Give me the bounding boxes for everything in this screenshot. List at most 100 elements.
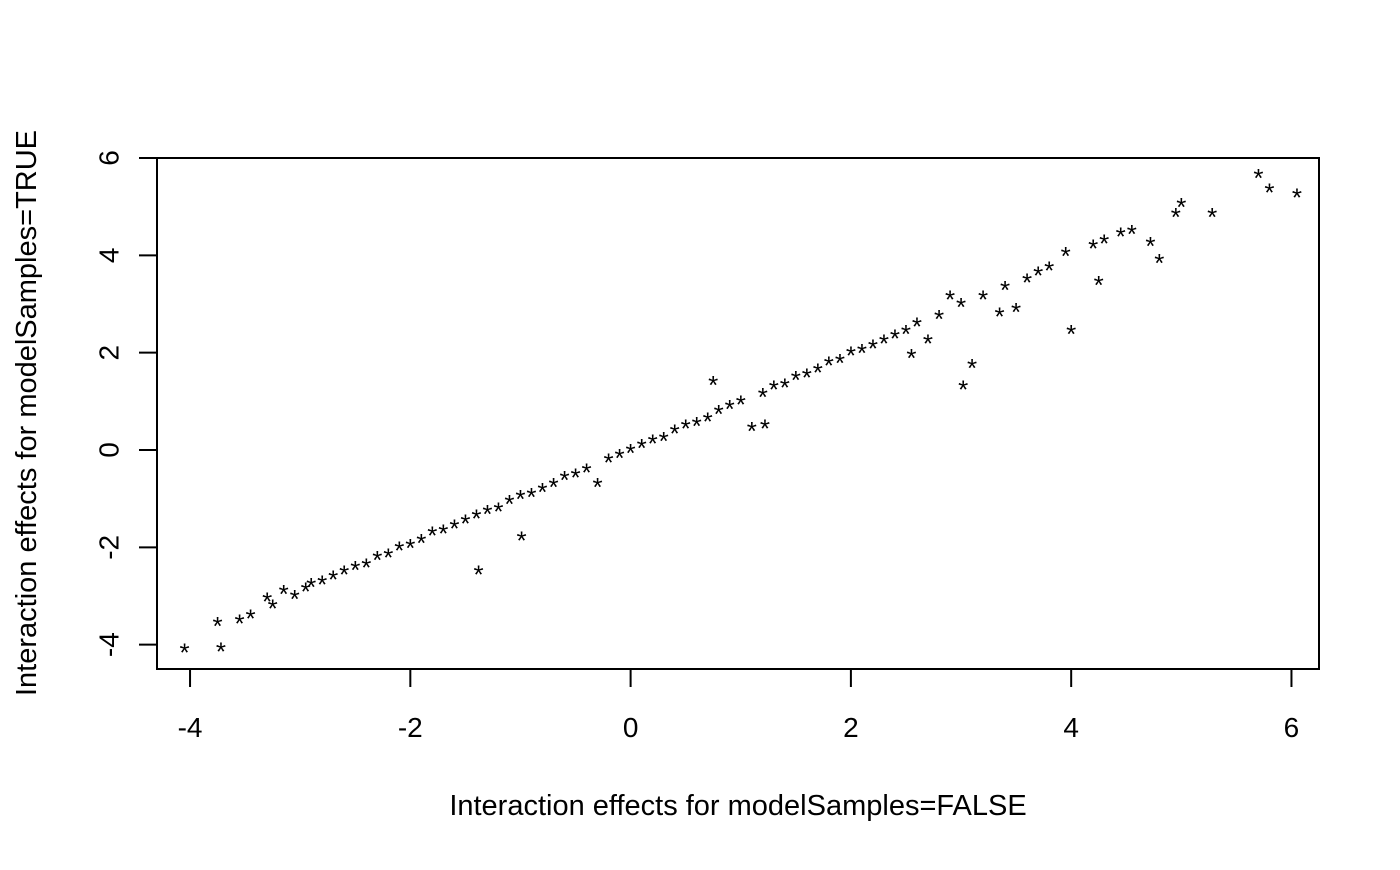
data-point: * <box>1176 192 1186 222</box>
data-point: * <box>290 584 300 614</box>
data-point: * <box>813 358 823 388</box>
data-point: * <box>835 348 845 378</box>
data-point: * <box>1264 178 1274 208</box>
data-point: * <box>978 285 988 315</box>
data-point: * <box>906 343 916 373</box>
data-point: * <box>593 472 603 502</box>
data-point: * <box>802 363 812 393</box>
data-point: * <box>570 462 580 492</box>
data-point: * <box>736 389 746 419</box>
data-point: * <box>725 394 735 424</box>
data-point: * <box>934 304 944 334</box>
data-point: * <box>637 433 647 463</box>
data-point: * <box>493 496 503 526</box>
data-point: * <box>449 513 459 543</box>
data-point: * <box>474 560 484 590</box>
x-tick-label: 4 <box>1063 712 1079 743</box>
data-point: * <box>714 399 724 429</box>
data-point: * <box>350 555 360 585</box>
data-point: * <box>780 372 790 402</box>
data-points: **** *** * * ** * * * * * * * * * * * * * * *** * * *** * * * * * **… <box>179 163 1302 668</box>
data-point: * <box>1099 229 1109 259</box>
data-point: * <box>945 285 955 315</box>
y-tick-label: 2 <box>94 345 125 361</box>
data-point: * <box>846 341 856 371</box>
data-point: * <box>405 533 415 563</box>
y-tick-label: -2 <box>94 535 125 560</box>
data-point: * <box>868 333 878 363</box>
y-tick-label: -4 <box>94 632 125 657</box>
data-point: * <box>967 353 977 383</box>
data-point: * <box>615 443 625 473</box>
data-point: * <box>1253 163 1263 193</box>
data-point: * <box>1145 231 1155 261</box>
data-point: * <box>769 375 779 405</box>
data-point: * <box>517 526 527 556</box>
data-point: * <box>956 292 966 322</box>
data-point: * <box>427 521 437 551</box>
x-axis-title: Interaction effects for modelSamples=FAL… <box>449 790 1026 822</box>
y-tick-label: 6 <box>94 150 125 166</box>
y-axis-title: Interaction effects for modelSamples=TRU… <box>11 130 43 696</box>
data-point: * <box>670 419 680 449</box>
data-point: * <box>361 552 371 582</box>
data-point: * <box>1116 221 1126 251</box>
data-point: * <box>416 528 426 558</box>
data-point: * <box>760 414 770 444</box>
data-point: * <box>1011 297 1021 327</box>
x-tick-label: -2 <box>398 712 423 743</box>
x-tick-label: -4 <box>178 712 203 743</box>
data-point: * <box>504 489 514 519</box>
data-point: * <box>604 448 614 478</box>
y-tick-label: 0 <box>94 442 125 458</box>
data-point: * <box>681 414 691 444</box>
data-point: * <box>1094 270 1104 300</box>
data-point: * <box>216 637 226 667</box>
data-point: * <box>460 509 470 539</box>
data-point: * <box>1022 268 1032 298</box>
data-point: * <box>648 428 658 458</box>
data-point: * <box>438 518 448 548</box>
data-point: * <box>747 416 757 446</box>
data-point: * <box>279 579 289 609</box>
data-point: * <box>1292 183 1302 213</box>
data-point: * <box>526 482 536 512</box>
x-tick-label: 6 <box>1284 712 1300 743</box>
data-point: * <box>912 311 922 341</box>
data-point: * <box>339 560 349 590</box>
data-point: * <box>1044 256 1054 286</box>
data-point: * <box>1000 275 1010 305</box>
data-point: * <box>708 370 718 400</box>
data-point: * <box>306 572 316 602</box>
y-axis: -4 -2 0 2 4 6 <box>94 150 158 657</box>
data-point: * <box>471 504 481 534</box>
data-point: * <box>923 329 933 359</box>
data-point: * <box>879 329 889 359</box>
data-point: * <box>179 638 189 668</box>
data-point: * <box>262 586 272 616</box>
data-point: * <box>559 465 569 495</box>
data-point: * <box>659 426 669 456</box>
data-point: * <box>515 484 525 514</box>
data-point: * <box>246 603 256 633</box>
data-point: * <box>482 499 492 529</box>
data-point: * <box>1171 202 1181 232</box>
data-point: * <box>1061 241 1071 271</box>
x-axis: -4 -2 0 2 4 6 <box>178 668 1300 743</box>
data-point: * <box>317 569 327 599</box>
data-point: * <box>1088 234 1098 264</box>
data-point: * <box>791 365 801 395</box>
data-point: * <box>857 338 867 368</box>
data-point: * <box>1154 248 1164 278</box>
data-point: * <box>626 438 636 468</box>
data-point: * <box>1127 219 1137 249</box>
y-tick-label: 4 <box>94 248 125 264</box>
data-point: * <box>328 565 338 595</box>
data-point: * <box>235 608 245 638</box>
data-point: * <box>383 543 393 573</box>
data-point: * <box>901 319 911 349</box>
data-point: * <box>372 545 382 575</box>
data-point: * <box>394 535 404 565</box>
